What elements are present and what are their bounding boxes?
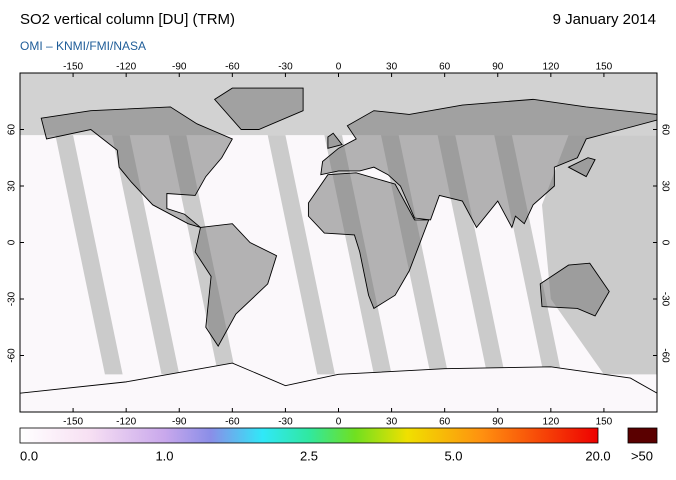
lon-tick-label: 0: [336, 62, 342, 73]
colorbar-label: 20.0: [585, 448, 610, 463]
continent: [567, 157, 596, 178]
swath: [55, 135, 123, 375]
lat-tick-label: 60: [7, 124, 18, 136]
lat-tick-label: -30: [659, 292, 670, 307]
lon-tick-label: 150: [596, 417, 613, 428]
lat-tick-label: 0: [659, 240, 670, 246]
lat-tick-label: -60: [7, 348, 18, 363]
lon-tick-label: -30: [278, 417, 293, 428]
continent: [320, 98, 657, 229]
continent: [213, 87, 304, 130]
lon-tick-label: -30: [278, 62, 293, 73]
swath: [541, 135, 657, 375]
lon-tick-label: -90: [172, 62, 187, 73]
continent: [539, 262, 610, 317]
lon-tick-label: 150: [596, 62, 613, 73]
lon-tick-label: -90: [172, 417, 187, 428]
lon-tick-label: 60: [439, 62, 451, 73]
lat-tick-label: 0: [7, 239, 18, 245]
continent: [327, 132, 343, 149]
lon-tick-label: 90: [492, 417, 504, 428]
lon-tick-label: 60: [439, 417, 451, 428]
lon-tick-label: -150: [63, 417, 83, 428]
colorbar-label: 1.0: [155, 448, 173, 463]
continent: [40, 106, 233, 228]
lon-tick-label: -60: [225, 62, 240, 73]
lon-tick-label: -120: [116, 417, 136, 428]
continent: [307, 172, 430, 310]
title: SO2 vertical column [DU] (TRM): [20, 11, 235, 28]
antarctica: [20, 362, 657, 412]
lon-tick-label: 120: [542, 417, 559, 428]
lon-tick-label: -150: [63, 62, 83, 73]
colorbar-label: 0.0: [20, 448, 38, 463]
colorbar-overflow-label: >50: [631, 448, 653, 463]
colorbar-label: 2.5: [300, 448, 318, 463]
colorbar-label: 5.0: [444, 448, 462, 463]
lon-tick-label: 0: [336, 417, 342, 428]
lon-tick-label: -60: [225, 417, 240, 428]
lon-tick-label: -120: [116, 62, 136, 73]
date: 9 January 2014: [553, 11, 656, 28]
lat-tick-label: -30: [7, 291, 18, 306]
lat-tick-label: -60: [659, 348, 670, 363]
swath: [267, 135, 335, 375]
swath: [112, 135, 180, 375]
lat-tick-label: 30: [659, 180, 670, 192]
lon-tick-label: 30: [386, 62, 398, 73]
lon-tick-label: 30: [386, 417, 398, 428]
colorbar: [19, 427, 599, 444]
lat-tick-label: 30: [7, 180, 18, 192]
lat-tick-label: 60: [659, 124, 670, 136]
map-layer: [20, 73, 657, 412]
colorbar-overflow: [627, 427, 658, 444]
continent: [194, 223, 278, 347]
source: OMI – KNMI/FMI/NASA: [20, 39, 146, 53]
lon-tick-label: 90: [492, 62, 504, 73]
lon-tick-label: 120: [542, 62, 559, 73]
